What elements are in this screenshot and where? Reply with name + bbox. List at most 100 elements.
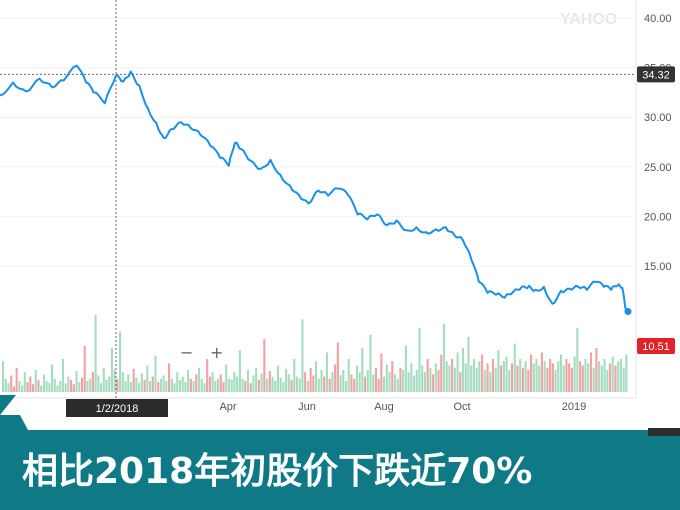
volume-bar (505, 356, 508, 392)
volume-bar (328, 378, 331, 392)
volume-bar (407, 372, 410, 392)
banner-corner-left (0, 395, 16, 415)
volume-bar (159, 378, 162, 392)
volume-bar (404, 345, 407, 392)
volume-bar (369, 334, 372, 392)
volume-bar (325, 352, 329, 392)
y-tick-label: 20.00 (644, 211, 672, 223)
volume-bar (2, 361, 5, 392)
volume-bar (34, 370, 37, 392)
volume-bar (217, 378, 220, 392)
volume-bar (540, 352, 544, 392)
volume-bar (168, 363, 171, 392)
volume-bar (584, 359, 587, 392)
volume-bar (393, 374, 397, 392)
volume-bar (61, 359, 64, 392)
volume-bar (105, 379, 108, 392)
volume-bar (246, 370, 250, 392)
volume-bar (502, 361, 505, 392)
volume-bar (562, 365, 565, 392)
volume-bar (372, 374, 375, 392)
volume-bar (385, 364, 388, 392)
volume-bar (72, 384, 75, 392)
volume-bar (301, 319, 304, 392)
price-line (0, 64, 627, 311)
volume-bar (108, 376, 111, 392)
volume-bar (595, 348, 598, 392)
volume-bar (290, 379, 293, 392)
volume-bar (399, 367, 402, 392)
volume-bar (279, 377, 282, 392)
volume-bar (315, 361, 318, 392)
volume-bar (464, 363, 467, 392)
volume-bar (241, 378, 244, 392)
volume-bar (140, 373, 143, 392)
volume-bar (478, 361, 481, 392)
close-price-label: 10.51 (642, 341, 670, 353)
volume-bar (549, 359, 552, 392)
volume-bar (170, 378, 173, 392)
x-tick-label: 2019 (562, 401, 586, 413)
volume-bar (222, 382, 225, 392)
volume-bar (219, 374, 222, 392)
volume-bar (366, 370, 369, 392)
volume-bar (236, 376, 239, 392)
volume-bar (358, 372, 361, 392)
volume-bar (475, 367, 478, 392)
volume-bar (331, 372, 334, 392)
crosshair-date-badge: 1/2/2018 (66, 399, 168, 417)
volume-bar (244, 381, 247, 392)
volume-bar (619, 359, 622, 392)
volume-bar (249, 383, 252, 392)
volume-bar (10, 375, 13, 392)
volume-bar (611, 356, 614, 392)
volume-bar (472, 359, 475, 392)
volume-bar (15, 367, 18, 392)
volume-bar (233, 372, 236, 392)
volume-bar (432, 374, 435, 392)
volume-bar (80, 377, 84, 392)
volume-bar (442, 323, 446, 392)
volume-bar (116, 378, 119, 392)
volume-bar (570, 367, 573, 392)
volume-bar (59, 381, 62, 392)
zoom-out-button[interactable]: − (180, 343, 193, 362)
x-tick-label: Jun (298, 401, 316, 413)
caption-banner: 相比2018年初股价下跌近70% (0, 395, 680, 510)
volume-bar (75, 371, 78, 392)
volume-bar (568, 363, 571, 392)
volume-bar (437, 370, 440, 392)
volume-bar (554, 370, 557, 392)
volume-bar (355, 365, 358, 392)
zoom-in-button[interactable]: + (210, 343, 223, 362)
volume-bar (50, 364, 54, 392)
volume-bar (31, 384, 35, 392)
volume-bar (524, 361, 527, 392)
volume-bar (622, 367, 625, 392)
volume-bar (48, 383, 51, 392)
volume-bar (559, 354, 563, 392)
y-tick-label: 15.00 (644, 261, 672, 273)
volume-bar (546, 367, 549, 392)
volume-bar (162, 375, 165, 392)
volume-bar (257, 379, 260, 392)
volume-bar (146, 365, 149, 392)
volume-bar (565, 359, 568, 392)
volume-bar (592, 367, 595, 392)
volume-bar (127, 374, 130, 392)
volume-bar (165, 381, 168, 392)
volume-bar (83, 345, 86, 392)
volume-bar (353, 378, 356, 392)
banner-background (0, 415, 680, 510)
volume-bar (451, 359, 454, 392)
volume-bar (334, 364, 337, 392)
volume-bar (481, 354, 484, 392)
volume-bar (208, 376, 211, 392)
volume-bar (361, 348, 364, 392)
volume-bar (434, 363, 437, 392)
volume-bar (551, 363, 554, 392)
volume-bar (519, 359, 522, 392)
volume-bar (255, 367, 258, 392)
x-axis: Apr Jun Aug Oct 2019 (219, 401, 586, 413)
